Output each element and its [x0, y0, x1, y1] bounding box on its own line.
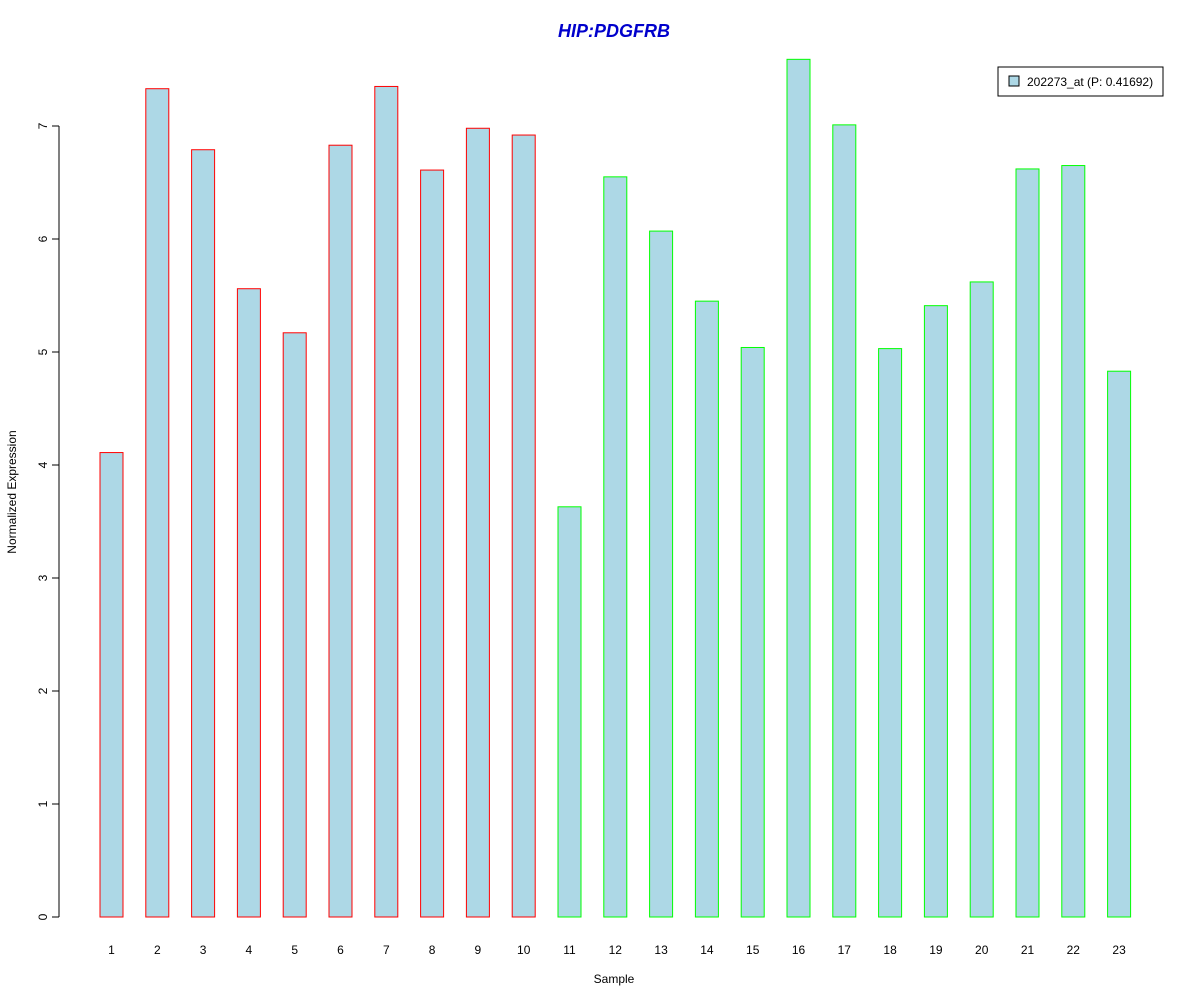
- bar-sample-14: [694, 300, 719, 918]
- bar-sample-3: [191, 149, 216, 918]
- bar-sample-9: [465, 127, 490, 918]
- y-tick-label: 5: [36, 348, 50, 355]
- y-tick-label: 4: [36, 461, 50, 468]
- bar-sample-17: [832, 124, 857, 918]
- x-tick-label: 20: [975, 943, 989, 957]
- bar-sample-7: [374, 85, 399, 918]
- legend: 202273_at (P: 0.41692): [997, 66, 1164, 97]
- y-tick-label: 1: [36, 800, 50, 807]
- legend-box: [997, 66, 1164, 97]
- bar-sample-6: [328, 144, 353, 918]
- x-tick-label: 9: [475, 943, 482, 957]
- y-tick-label: 6: [36, 235, 50, 242]
- bar-sample-8: [420, 169, 445, 918]
- bar-sample-15: [740, 346, 765, 918]
- x-tick-label: 22: [1067, 943, 1081, 957]
- bar-sample-22: [1061, 165, 1086, 918]
- x-tick-label: 10: [517, 943, 531, 957]
- x-tick-label: 7: [383, 943, 390, 957]
- bar-sample-21: [1015, 168, 1040, 918]
- y-tick-label: 2: [36, 687, 50, 694]
- x-tick-label: 17: [838, 943, 852, 957]
- x-tick-label: 1: [108, 943, 115, 957]
- y-tick-label: 0: [36, 913, 50, 920]
- legend-entry-label: 202273_at (P: 0.41692): [1027, 75, 1153, 89]
- y-tick-label: 3: [36, 574, 50, 581]
- x-tick-label: 5: [291, 943, 298, 957]
- x-tick-label: 11: [563, 943, 576, 957]
- x-axis-label: Sample: [594, 972, 635, 986]
- x-tick-label: 12: [609, 943, 623, 957]
- x-tick-label: 15: [746, 943, 760, 957]
- bar-sample-10: [511, 134, 536, 918]
- x-tick-label: 14: [700, 943, 714, 957]
- x-tick-label: 8: [429, 943, 436, 957]
- bar-sample-2: [145, 88, 170, 918]
- x-tick-label: 13: [654, 943, 668, 957]
- legend-swatch: [1008, 75, 1020, 87]
- x-tick-labels: 1 2 3 4 5 6 7 8 9 10 11 12 13 14 15 16 17 18 19 20 21 22 23: [108, 943, 1126, 957]
- bar-sample-4: [236, 288, 261, 918]
- x-tick-label: 18: [883, 943, 897, 957]
- chart-title: HIP:PDGFRB: [558, 21, 670, 41]
- bar-sample-20: [969, 281, 994, 918]
- x-tick-label: 2: [154, 943, 161, 957]
- x-tick-label: 3: [200, 943, 207, 957]
- bar-sample-5: [282, 332, 307, 918]
- x-tick-label: 23: [1112, 943, 1126, 957]
- x-tick-label: 6: [337, 943, 344, 957]
- x-tick-label: 19: [929, 943, 943, 957]
- bar-sample-1: [99, 452, 124, 918]
- bar-sample-19: [923, 305, 948, 918]
- y-axis: 0 1 2 3 4 5 6 7: [36, 122, 60, 920]
- bar-sample-12: [603, 176, 628, 918]
- y-axis-label: Normalized Expression: [5, 430, 19, 553]
- x-tick-label: 16: [792, 943, 806, 957]
- bar-sample-23: [1107, 370, 1132, 918]
- bar-group: [99, 58, 1132, 918]
- x-tick-label: 21: [1021, 943, 1035, 957]
- bar-sample-13: [649, 230, 674, 918]
- bar-sample-11: [557, 506, 582, 918]
- y-tick-label: 7: [36, 122, 50, 129]
- bar-sample-18: [878, 348, 903, 918]
- bar-sample-16: [786, 58, 811, 918]
- x-tick-label: 4: [246, 943, 253, 957]
